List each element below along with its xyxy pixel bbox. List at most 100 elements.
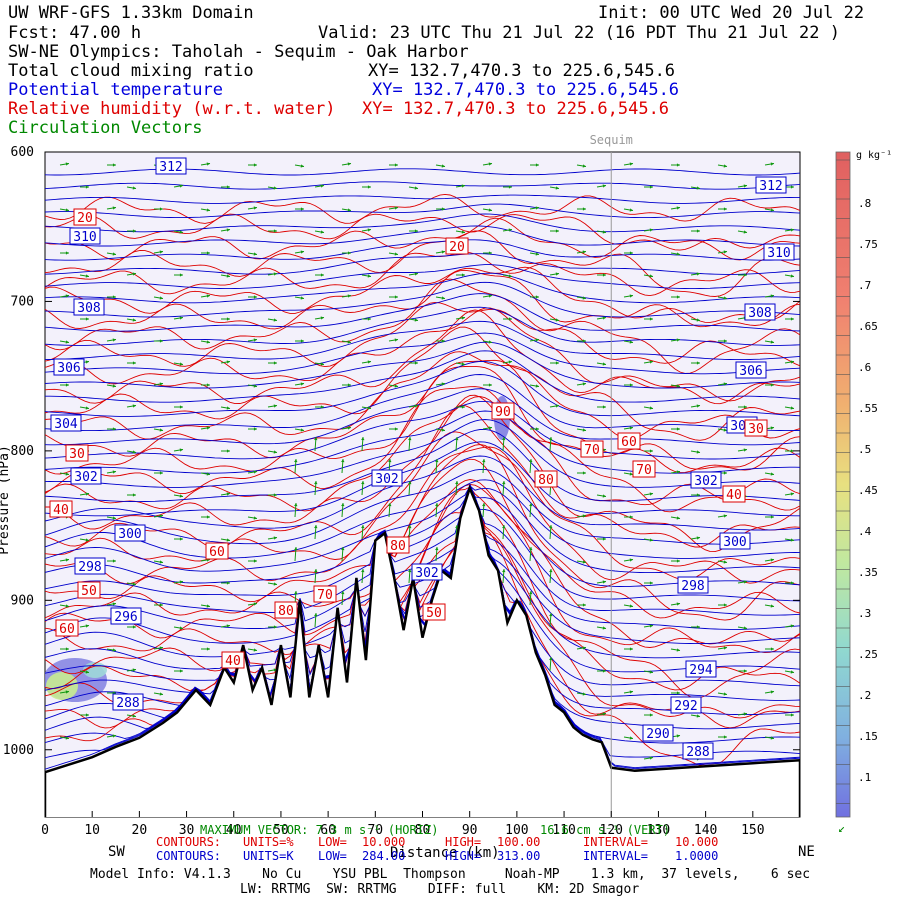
terrain-profile: [45, 484, 800, 817]
colorbar-label: .4: [858, 525, 872, 538]
rh-label: 80: [538, 473, 554, 488]
rh-info-token: CONTOURS:: [156, 835, 221, 849]
vector-scale-arrow: ↙: [838, 821, 845, 835]
theta-info-token: UNITS=K: [243, 849, 294, 863]
colorbar-label: .2: [858, 689, 871, 702]
rh-contours: [45, 193, 800, 766]
x-tick-label: 40: [226, 823, 242, 838]
chart-title: UW WRF-GFS 1.33km Domain: [8, 3, 254, 23]
theta-info-token: INTERVAL=: [583, 849, 648, 863]
cross-section-name: SW-NE Olympics: Taholah - Sequim - Oak H…: [8, 42, 469, 62]
rh-label: 40: [53, 503, 69, 518]
x-tick-label: 0: [41, 823, 49, 838]
colorbar-label: .6: [858, 361, 871, 374]
rh-label: 90: [495, 405, 511, 420]
theta-label: 298: [681, 579, 704, 594]
y-tick-label: 600: [11, 145, 34, 160]
rh-label: 30: [748, 422, 764, 437]
sw-label: SW: [108, 844, 125, 860]
rh-label: 60: [621, 435, 637, 450]
field-label: Relative humidity (w.r.t. water): [8, 99, 336, 119]
rh-label: 20: [77, 211, 93, 226]
rh-label: 70: [317, 588, 333, 603]
y-axis-label: Pressure (hPa): [0, 445, 12, 555]
rh-info-token: HIGH=: [445, 835, 481, 849]
colorbar-label: .65: [858, 320, 878, 333]
x-tick-label: 30: [179, 823, 195, 838]
x-tick-label: 100: [505, 823, 528, 838]
rh-contour-info: CONTOURS: UNITS=% LOW= 10.000 HIGH= 100.00 INT…: [156, 835, 718, 849]
rh-info-token: INTERVAL=: [583, 835, 648, 849]
theta-label: 306: [739, 364, 762, 379]
rh-label: 60: [59, 622, 75, 637]
theta-label: 294: [689, 663, 713, 678]
theta-label: 300: [118, 527, 141, 542]
colorbar-label: .8: [858, 197, 871, 210]
rh-label: 40: [225, 654, 241, 669]
field-label: Total cloud mixing ratio: [8, 61, 254, 81]
field-xy: XY= 132.7,470.3 to 225.6,545.6: [368, 61, 675, 81]
theta-label: 302: [74, 470, 97, 485]
x-tick-label: 60: [320, 823, 336, 838]
theta-label: 308: [77, 301, 100, 316]
rh-label: 30: [69, 447, 85, 462]
valid-time: Valid: 23 UTC Thu 21 Jul 22 (16 PDT Thu …: [318, 23, 840, 43]
field-label: Potential temperature: [8, 80, 223, 100]
y-tick-label: 800: [11, 444, 34, 459]
rh-label: 80: [278, 604, 294, 619]
rh-label: 50: [81, 584, 97, 599]
rh-info-token: LOW=: [318, 835, 347, 849]
theta-label: 292: [674, 699, 697, 714]
colorbar-label: .75: [858, 238, 878, 251]
theta-label: 288: [686, 745, 709, 760]
max-vector-text: MAXIMUM VECTOR: 7.3 m s⁻¹ (HORIZ): [200, 823, 438, 837]
theta-info-token: 284.00: [362, 849, 405, 863]
x-tick-label: 10: [84, 823, 100, 838]
rh-label: 20: [449, 240, 465, 255]
colorbar: [835, 151, 851, 818]
colorbar-label: .1: [858, 771, 871, 784]
theta-label: 302: [375, 472, 398, 487]
theta-label: 288: [116, 696, 139, 711]
y-tick-label: 900: [11, 593, 34, 608]
colorbar-label: .25: [858, 648, 878, 661]
colorbar-label: .5: [858, 443, 871, 456]
theta-label: 306: [57, 361, 80, 376]
x-tick-label: 120: [600, 823, 623, 838]
rh-label: 80: [390, 539, 406, 554]
colorbar-label: .7: [858, 279, 871, 292]
init-time: Init: 00 UTC Wed 20 Jul 22: [598, 3, 864, 23]
sequim-label: Sequim: [590, 133, 633, 147]
colorbar-label: .35: [858, 566, 878, 579]
field-xy: XY= 132.7,470.3 to 225.6,545.6: [372, 80, 679, 100]
colorbar-label: .15: [858, 730, 878, 743]
theta-label: 300: [723, 535, 746, 550]
colorbar-ticks: .8 .75 .7 .65 .6 .55 .5 .45 .4 .35 .3 .25 .2 .15 .1: [836, 159, 878, 804]
rh-label: 70: [584, 443, 600, 458]
max-vector-vert-text: 16.6 cm s⁻¹ (VERT): [540, 823, 670, 837]
colorbar-label: .3: [858, 607, 871, 620]
rh-label: 50: [426, 606, 442, 621]
theta-label: 310: [767, 246, 790, 261]
rh-labels: 20 20 30 40 40 50 60 60 60 70 70 70 80 80 80 90 50 40 30: [49, 208, 768, 669]
rh-info-token: 10.000: [362, 835, 405, 849]
y-tick-label: 700: [11, 294, 34, 309]
x-tick-label: 150: [741, 823, 764, 838]
colorbar-unit: g kg⁻¹: [856, 150, 892, 161]
field-xy: XY= 132.7,470.3 to 225.6,545.6: [362, 99, 669, 119]
theta-label: 296: [114, 610, 137, 625]
theta-label: 312: [759, 179, 782, 194]
x-tick-label: 90: [462, 823, 478, 838]
theta-info-token: LOW=: [318, 849, 347, 863]
x-tick-label: 140: [694, 823, 717, 838]
theta-label: 302: [694, 474, 717, 489]
circulation-vectors: [59, 162, 795, 761]
theta-label: 312: [159, 160, 182, 175]
colorbar-label: .55: [858, 402, 878, 415]
field-label: Circulation Vectors: [8, 118, 202, 138]
axes: 0 10 20 30 40 50 60 70 80 90 100 110 120 130 140 150 600…: [0, 145, 800, 838]
rh-label: 60: [209, 545, 225, 560]
field-legend: Total cloud mixing ratio XY= 132.7,470.3 …: [8, 61, 679, 138]
theta-info-token: HIGH=: [445, 849, 481, 863]
